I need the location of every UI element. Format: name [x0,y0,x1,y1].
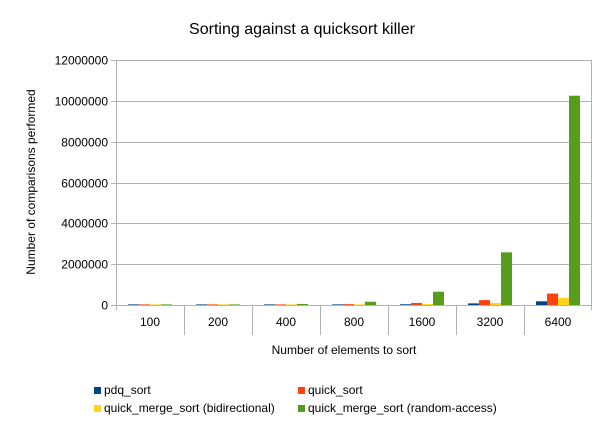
bar [501,252,512,305]
x-tick-label: 6400 [545,315,572,329]
bar [411,302,422,305]
y-tick-label: 12000000 [55,54,109,68]
bar [196,304,207,305]
y-tick-labels: 0 2000000 4000000 6000000 8000000 10000000 120… [55,54,109,313]
bar [275,304,286,305]
bar [422,304,433,305]
bar [139,304,150,305]
bar [207,304,218,305]
bars [128,95,580,305]
bar [161,304,172,305]
legend-label: quick_merge_sort (random-access) [308,401,497,415]
x-tick-label: 1600 [409,315,436,329]
bar [490,302,501,305]
x-tick-label: 100 [140,315,160,329]
bar [264,304,275,305]
x-tick-label: 3200 [477,315,504,329]
y-tick-label: 4000000 [61,217,108,231]
chart-title: Sorting against a quicksort killer [189,21,416,38]
y-tick-label: 10000000 [55,95,109,109]
legend: pdq_sort quick_sort quick_merge_sort (bidi… [94,383,497,415]
x-tick-label: 200 [208,315,228,329]
bar [128,304,139,305]
bar [468,303,479,305]
bar [536,301,547,305]
y-tick-label: 6000000 [61,177,108,191]
bar [297,303,308,305]
y-tick-label: 2000000 [61,258,108,272]
bar [479,300,490,305]
bar [558,297,569,305]
legend-label: quick_sort [308,383,363,397]
bar [569,95,580,305]
x-tick-labels: 100 200 400 800 1600 3200 6400 [140,315,572,329]
axes [116,60,592,335]
x-tick-label: 400 [276,315,296,329]
y-axis-label: Number of comparisons performed [24,89,38,274]
legend-label: quick_merge_sort (bidirectional) [104,401,275,415]
bar [218,304,229,305]
bar [343,304,354,305]
legend-swatch [298,405,305,412]
gridlines [111,60,592,306]
bar [400,304,411,305]
y-tick-label: 0 [101,299,108,313]
bar [332,304,343,305]
bar [547,293,558,305]
legend-swatch [94,387,101,394]
legend-swatch [94,405,101,412]
bar [433,291,444,305]
x-tick-label: 800 [344,315,364,329]
bar [354,304,365,305]
bar [150,304,161,305]
bar [286,304,297,305]
x-axis-label: Number of elements to sort [272,343,417,357]
legend-label: pdq_sort [104,383,151,397]
bar [365,301,376,305]
legend-swatch [298,387,305,394]
bar [229,304,240,305]
y-tick-label: 8000000 [61,136,108,150]
